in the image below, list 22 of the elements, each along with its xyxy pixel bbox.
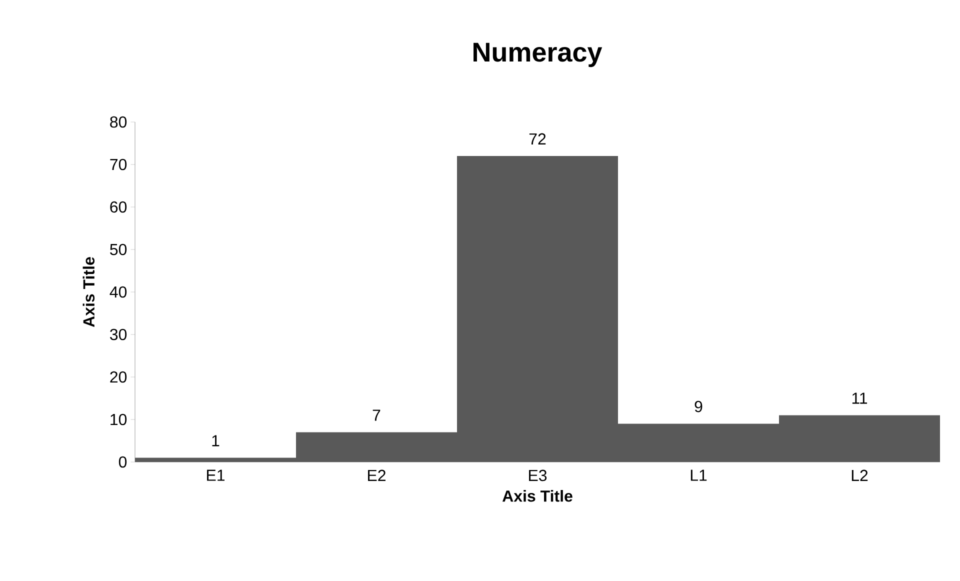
y-tick-label: 60	[110, 201, 127, 213]
x-tick-label: E1	[207, 470, 224, 481]
y-tick-label: 80	[110, 116, 127, 128]
y-tick-label: 20	[110, 371, 127, 383]
y-tick-label: 50	[110, 244, 127, 256]
data-label: 11	[852, 392, 868, 404]
x-axis-title: Axis Title	[502, 490, 572, 502]
y-tick-label: 30	[110, 328, 127, 340]
y-axis-title: Axis Title	[82, 257, 95, 328]
x-tick-label: L1	[690, 470, 707, 481]
y-tick-label: 0	[118, 456, 127, 468]
x-tick-label: L2	[852, 470, 868, 481]
x-tick-label: E2	[368, 470, 386, 481]
data-label: 7	[372, 410, 380, 421]
data-label: 1	[212, 435, 220, 446]
x-tick-label: E3	[529, 470, 547, 482]
y-tick-label: 10	[110, 414, 127, 426]
data-label: 72	[529, 133, 546, 144]
y-tick-label: 70	[110, 158, 127, 170]
chart-title: Numeracy	[474, 42, 602, 68]
y-tick-label: 40	[110, 286, 127, 298]
data-label: 9	[694, 400, 702, 412]
